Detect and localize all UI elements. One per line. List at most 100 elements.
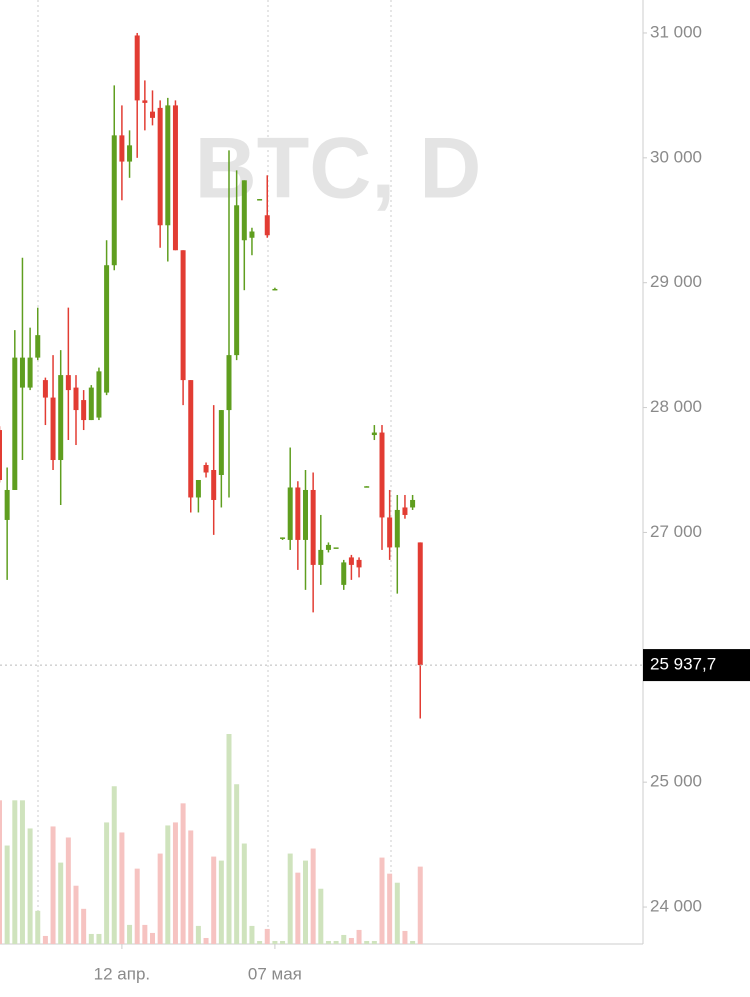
volume-bar <box>310 848 316 944</box>
volume-bar <box>211 856 217 944</box>
y-tick-label: 25 000 <box>650 772 702 791</box>
y-tick-label: 31 000 <box>650 22 702 41</box>
volume-bar <box>341 934 347 944</box>
volume-bar <box>417 866 423 944</box>
candle-body <box>96 371 102 418</box>
volume-bar <box>165 825 171 944</box>
candle-body <box>394 509 400 548</box>
volume-bar <box>81 908 87 944</box>
volume-bar <box>303 860 308 944</box>
candle-body <box>303 489 308 540</box>
candle-body <box>295 487 301 540</box>
candle-body <box>188 380 194 498</box>
candle-body <box>264 215 270 236</box>
watermark: BTC, D <box>195 121 482 217</box>
candle-body <box>35 335 41 358</box>
candle-body <box>387 517 393 548</box>
candle-body <box>165 105 171 226</box>
volume-bar <box>50 826 56 944</box>
candle-body <box>218 410 224 475</box>
candle-body <box>12 357 18 490</box>
candle-body <box>333 547 339 549</box>
volume-bar <box>410 940 416 944</box>
volume-bar <box>157 853 163 944</box>
candle-body <box>172 105 178 251</box>
volume-bar <box>172 822 178 944</box>
volume-bar <box>180 803 186 944</box>
volume-bar <box>42 935 48 944</box>
candle-body <box>234 205 240 356</box>
volume-bar <box>188 830 194 944</box>
volume-bar <box>0 800 2 944</box>
volume-bar <box>234 784 240 944</box>
candle-body <box>127 145 133 162</box>
volume-bar <box>364 940 370 944</box>
candle-body <box>73 387 79 411</box>
candle-body <box>50 397 56 461</box>
candle-body <box>280 537 286 539</box>
volume-bar <box>264 928 270 944</box>
candle-body <box>379 432 385 518</box>
candle-body <box>402 507 408 515</box>
volume-bar <box>88 933 94 944</box>
volume-bar <box>4 845 10 944</box>
candle-body <box>104 265 110 393</box>
volume-bar <box>58 862 64 944</box>
candle-body <box>257 199 263 201</box>
candle-body <box>203 465 209 473</box>
volume-bar <box>134 868 140 944</box>
candle-body <box>364 486 370 488</box>
candle-body <box>195 479 201 498</box>
volume-bar <box>348 937 354 944</box>
volume-bar <box>142 924 148 944</box>
y-tick-label: 28 000 <box>650 397 702 416</box>
candle-body <box>310 489 316 565</box>
volume-bar <box>35 910 41 944</box>
volume-bar <box>272 940 278 944</box>
volume-bar <box>111 786 117 944</box>
candle-body <box>4 489 10 520</box>
x-tick-label: 12 апр. <box>94 964 150 983</box>
candle-body <box>65 375 71 391</box>
volume-bar <box>402 930 408 944</box>
volume-bar <box>27 828 33 944</box>
volume-bar <box>218 860 224 944</box>
candle-body <box>272 288 278 291</box>
candle-body <box>150 111 155 118</box>
volume-bar <box>19 800 25 944</box>
candle-body <box>325 544 331 550</box>
candle-body <box>81 400 87 421</box>
candle-body <box>19 357 25 388</box>
volume-bar <box>249 925 255 944</box>
candle-body <box>0 430 2 480</box>
candle-body <box>142 100 148 103</box>
y-tick-label: 27 000 <box>650 522 702 541</box>
candle-body <box>226 355 232 411</box>
candle-body <box>58 375 64 461</box>
candle-body <box>134 35 140 101</box>
candle-body <box>88 387 94 421</box>
candle-body <box>371 432 377 436</box>
candle-body <box>356 559 362 568</box>
candle-body <box>111 135 117 266</box>
candle-body <box>348 557 354 565</box>
volume-bar <box>65 837 71 944</box>
volume-bar <box>241 843 247 944</box>
candle-body <box>42 380 48 398</box>
candle-body <box>341 562 347 585</box>
candle-body <box>241 180 247 241</box>
volume-bar <box>73 885 79 944</box>
volume-bar <box>394 882 400 944</box>
volume-bar <box>203 937 209 944</box>
candle-body <box>180 250 186 381</box>
volume-bar <box>257 940 263 944</box>
volume-bar <box>280 940 286 944</box>
volume-bar <box>127 924 133 944</box>
volume-bar <box>371 940 377 944</box>
y-tick-label: 30 000 <box>650 147 702 166</box>
last-price-label: 25 937,7 <box>650 655 716 674</box>
volume-bar <box>325 940 331 944</box>
volume-bar <box>295 872 301 944</box>
